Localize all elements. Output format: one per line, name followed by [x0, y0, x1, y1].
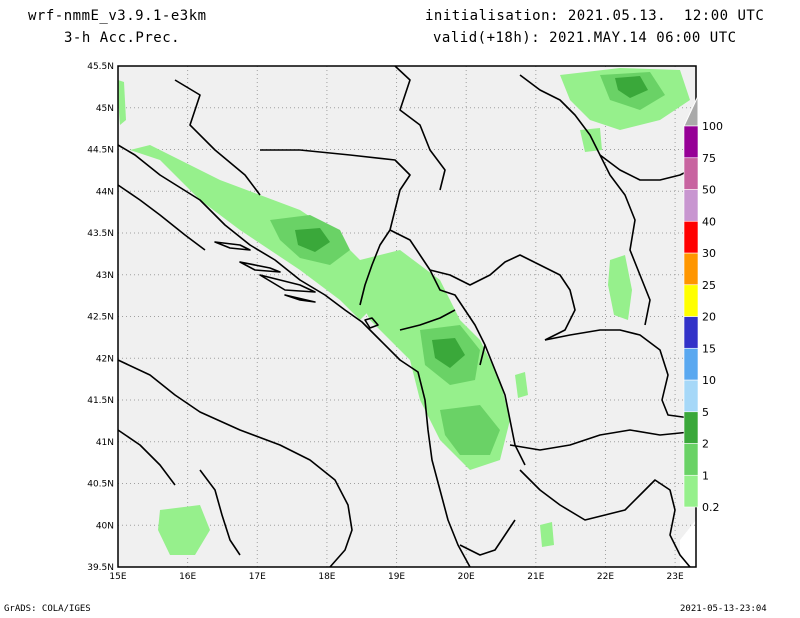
coastline [117, 184, 206, 251]
precip-patch [295, 228, 330, 252]
lat-label: 43.5N [87, 229, 114, 239]
lat-label: 42.5N [87, 313, 114, 323]
border [509, 429, 691, 451]
lat-label: 45.5N [87, 62, 114, 72]
lon-label: 18E [318, 572, 335, 582]
precip-patch [440, 405, 500, 455]
island [259, 274, 316, 293]
lon-label: 16E [179, 572, 196, 582]
lon-label: 22E [597, 572, 614, 582]
bay [364, 317, 379, 329]
precip-patch [540, 522, 554, 547]
coastline [459, 519, 516, 556]
legend-swatch [683, 284, 699, 317]
legend-label: 100 [702, 120, 723, 133]
precip-patch [615, 76, 648, 98]
legend-swatch [683, 411, 699, 444]
precip-patch [118, 80, 126, 125]
precip-patch [580, 128, 602, 152]
legend-label: 0.2 [702, 501, 720, 514]
legend-swatch [683, 220, 699, 254]
legend-label: 40 [702, 215, 716, 228]
sea-area [680, 520, 696, 567]
island [214, 241, 251, 251]
footer-timestamp: 2021-05-13-23:04 [680, 604, 767, 614]
legend-swatch [683, 157, 699, 190]
lon-label: 19E [388, 572, 405, 582]
legend-swatch [683, 189, 699, 222]
coastline [117, 144, 471, 568]
border [174, 79, 261, 196]
border [599, 154, 651, 326]
legend-label: 5 [702, 406, 709, 419]
coastline [117, 429, 176, 486]
border [389, 229, 576, 341]
lat-label: 44.5N [87, 146, 114, 156]
legend-label: 75 [702, 152, 716, 165]
legend-swatch [683, 125, 699, 159]
lat-label: 40.5N [87, 480, 114, 490]
legend-label: 10 [702, 374, 716, 387]
lat-label: 45N [96, 104, 114, 114]
init-time: initialisation: 2021.05.13. 12:00 UTC [425, 8, 765, 24]
legend-swatch [683, 316, 699, 349]
precip-patch [432, 338, 465, 368]
border [484, 344, 526, 466]
legend-label: 1 [702, 469, 709, 482]
coastline [519, 469, 691, 568]
lat-label: 40N [96, 521, 114, 531]
legend-label: 2 [702, 438, 709, 451]
legend-swatch [683, 347, 699, 381]
lon-label: 17E [249, 572, 266, 582]
legend-label: 50 [702, 184, 716, 197]
field-title: 3-h Acc.Prec. [64, 30, 181, 46]
legend-swatch [683, 252, 699, 286]
valid-time: valid(+18h): 2021.MAY.14 06:00 UTC [433, 30, 737, 46]
legend-swatch [683, 379, 699, 413]
island [284, 294, 316, 303]
latitude-labels: 45.5N 45N 44.5N 44N 43.5N 43N 42.5N 42N 41.5N 41N… [87, 62, 114, 573]
precip-patches [118, 68, 690, 555]
lat-label: 39.5N [87, 563, 114, 573]
legend-label: 30 [702, 247, 716, 260]
lat-label: 41.5N [87, 396, 114, 406]
lat-label: 43N [96, 271, 114, 281]
border [544, 329, 691, 419]
precip-patch [158, 505, 210, 555]
longitude-labels: 15E 16E 17E 18E 19E 20E 21E 22E 23E [109, 572, 684, 582]
lon-label: 23E [667, 572, 684, 582]
coastline [199, 469, 241, 556]
precip-patch [515, 372, 528, 398]
border [394, 65, 446, 191]
lon-label: 20E [458, 572, 475, 582]
legend-swatch [683, 443, 699, 476]
lon-label: 21E [527, 572, 544, 582]
island [239, 261, 281, 273]
legend-label: 15 [702, 342, 716, 355]
model-title: wrf-nmmE_v3.9.1-e3km [28, 8, 207, 24]
precip-patch [130, 145, 380, 320]
precip-patch [608, 255, 632, 320]
boundaries [117, 65, 691, 568]
grads-credit: GrADS: COLA/IGES [4, 604, 91, 614]
legend-label: 25 [702, 279, 716, 292]
legend-label: 20 [702, 311, 716, 324]
lat-label: 41N [96, 438, 114, 448]
legend-swatch [683, 474, 699, 508]
lat-label: 44N [96, 187, 114, 197]
border [399, 309, 456, 331]
coastline [117, 359, 353, 568]
lon-label: 15E [109, 572, 126, 582]
lat-label: 42N [96, 354, 114, 364]
border [260, 149, 411, 306]
